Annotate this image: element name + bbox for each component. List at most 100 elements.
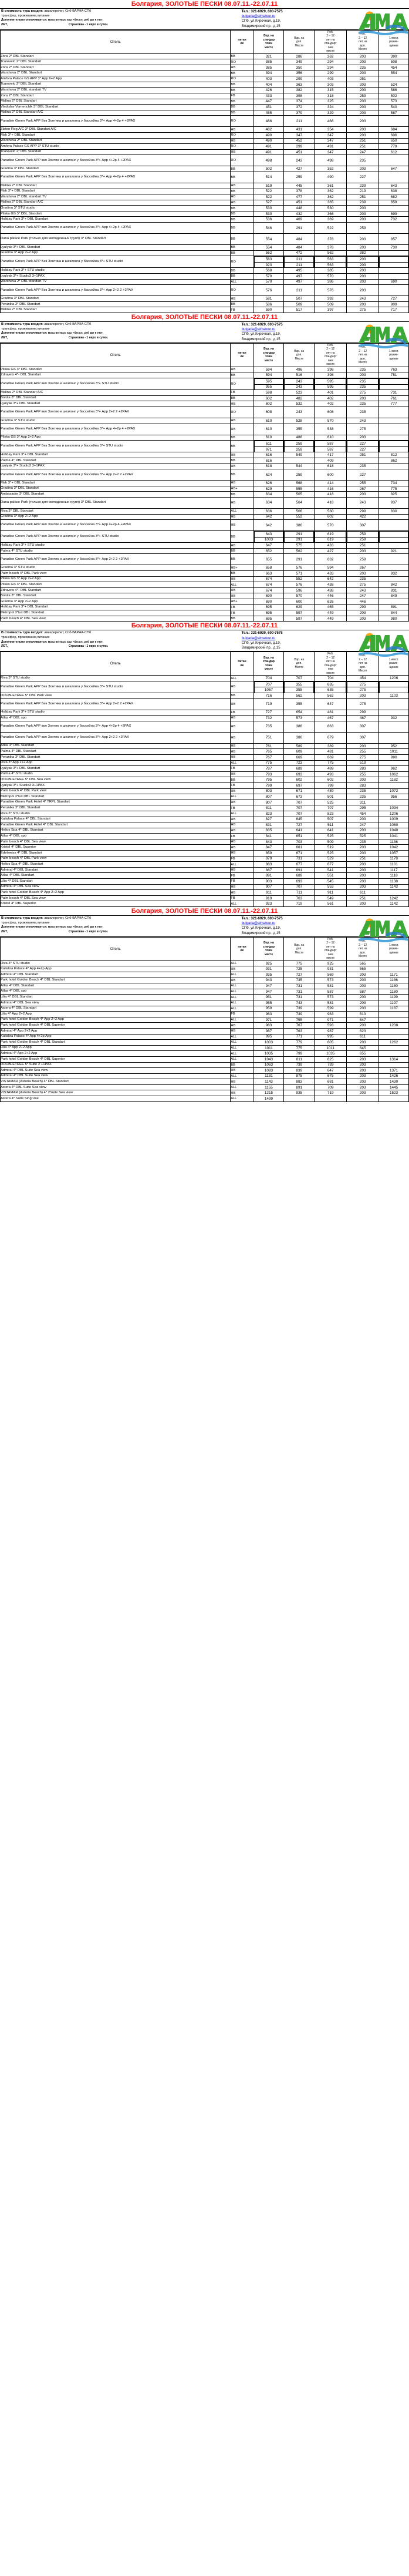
- table-row[interactable]: Paradise Green Park APP Без Зонтика и ше…: [0, 256, 409, 268]
- table-row[interactable]: Holiday Park 3*+ STU studio FB 727 654 481 29…: [0, 709, 409, 716]
- table-row[interactable]: Holiday Park 3*+ DBL Standart HB 616 549 417…: [0, 452, 409, 458]
- table-row[interactable]: Paradise Green Park APP Без Зонтика и ше…: [0, 423, 409, 435]
- table-row[interactable]: Malina 2* DBL Standart A/C FB 598 523 401 275…: [0, 389, 409, 396]
- table-row[interactable]: Gradina 3* App 2+2 App BB 562 472 562 382: [0, 250, 409, 257]
- table-row[interactable]: Amfora Palace GS APP 3* App 6+2 App RO 403…: [0, 76, 409, 82]
- table-row[interactable]: Paradise Green Park APP Без Зонтика и ше…: [0, 680, 409, 694]
- table-row[interactable]: Mak 3*+ DBL Standart BB 522 378 362 219 638: [0, 188, 409, 195]
- table-row[interactable]: Kaliakra Palace 4* App 4+2p App HB 931 725 9…: [0, 966, 409, 972]
- table-row[interactable]: Paradise Green Park APP вкл Зонтик и шез…: [0, 377, 409, 391]
- table-row[interactable]: Park hotel Golden Beach 4* DBL Superior H…: [0, 1022, 409, 1029]
- table-row[interactable]: Atlas 4* DBL Standart HB 761 589 389 203 952: [0, 743, 409, 750]
- table-row[interactable]: Pliska GS 3* DBL Standart ALL 674 576 438 275…: [0, 582, 409, 588]
- table-row[interactable]: Zora 2* DBL Standart HB 385 350 294 235 454: [0, 65, 409, 71]
- table-row[interactable]: Bonita 3* DBL Standart BB 602 482 402 203 761: [0, 395, 409, 402]
- table-row[interactable]: Admiral 4* App 2+2 App ALL 1035 799 1035 655: [0, 1050, 409, 1057]
- email-link[interactable]: bulgaria@almatour.ru: [241, 328, 276, 332]
- table-row[interactable]: Malina 2* DBL Standart FB 590 517 397 275 717: [0, 307, 409, 313]
- table-row[interactable]: Astera 4* Suite Sing Use ALL 1499: [0, 1096, 409, 1102]
- table-row[interactable]: Paradise Green Park APP Без Зонтика и ше…: [0, 115, 409, 127]
- table-row[interactable]: Kristel 4* DBL Superior ALL 923 719 561 203 11…: [0, 901, 409, 907]
- table-row[interactable]: Gradina 3* App 2+2 App HB 642 552 602 422: [0, 513, 409, 520]
- table-row[interactable]: Lilia 4* DBL Standart FB 903 693 545 203 1138: [0, 878, 409, 885]
- table-row[interactable]: Palm beach 4* DBL Sea view HB 843 703 509 235…: [0, 838, 409, 845]
- table-row[interactable]: Admiral 4* DBL Sea view HB 907 707 553 203 114…: [0, 884, 409, 891]
- email-link[interactable]: bulgaria@almatour.ru: [241, 922, 276, 926]
- table-row[interactable]: DOUBLETREE 5* DBL Park view BB 716 562 562 20…: [0, 693, 409, 699]
- table-row[interactable]: Park hotel Golden Beach 4* App 2+2 App HB…: [0, 889, 409, 896]
- table-row[interactable]: Park hotel Golden Beach 4* DBL Standart A…: [0, 1039, 409, 1046]
- table-row[interactable]: Tcarevetc 2* DBL Standart HB 491 451 347 247 6…: [0, 149, 409, 156]
- table-row[interactable]: Riva 3* DBL Standart ALL 636 506 530 299 830: [0, 508, 409, 515]
- table-row[interactable]: Gradina 3* DBL Standart HB+ 629 555 416 267 77…: [0, 485, 409, 492]
- table-row[interactable]: Ambasador 3* DBL Standart BB 634 505 418 203 8…: [0, 491, 409, 498]
- table-row[interactable]: Palma 4* STU studio HB 793 693 493 255 1062: [0, 771, 409, 778]
- table-row[interactable]: Pliska GS 3* DBL Standart BB 530 432 366 203 6…: [0, 210, 409, 217]
- table-row[interactable]: Admiral 4* DBL Sea view ALL 955 743 581 203 11…: [0, 999, 409, 1006]
- table-row[interactable]: DOUBLETREE 5* Suite 2 +1PAX BB 1063 739 739 2…: [0, 1062, 409, 1069]
- table-row[interactable]: Admiral 4* DBL Suite Sea view ALL 1131 875 6…: [0, 1073, 409, 1080]
- table-row[interactable]: VISTAMAR (Astoria Beach) 4* DBL Standart…: [0, 1079, 409, 1085]
- table-row[interactable]: Pliska GS 3* DBL Standart HB 594 496 398 235 7…: [0, 366, 409, 373]
- table-row[interactable]: Paradise Green Park APP вкл Зонтик и шез…: [0, 731, 409, 744]
- table-row[interactable]: Metropol 3*lux DBL Standart ALL 807 673 501 2…: [0, 794, 409, 800]
- table-row[interactable]: Gradina 3* STU studio HB 610 528 570 243: [0, 417, 409, 424]
- table-row[interactable]: Lyulyak 3*+ DBL Standart HB 602 532 402 235 77…: [0, 401, 409, 407]
- table-row[interactable]: Palm beach 4* DBL Park view FB 879 731 529 25…: [0, 855, 409, 862]
- table-row[interactable]: Atlas 4* DBL Standart FB 891 689 551 203 1118: [0, 872, 409, 879]
- table-row[interactable]: Gradina 3* STU studio BB 530 448 530 203: [0, 205, 409, 211]
- table-row[interactable]: Astera 4* DBL Standart ALL 959 739 599 203 118…: [0, 1005, 409, 1012]
- table-row[interactable]: Perunika 3* DBL Standart HB 767 669 669 275 99…: [0, 754, 409, 761]
- table-row[interactable]: Warshava 2* DBL Standart BB 394 356 299 203 55…: [0, 70, 409, 77]
- table-row[interactable]: Lyulyak 3*+ Studio3 3+1PAX HB 618 544 618 235: [0, 463, 409, 470]
- table-row[interactable]: Lilia 4* App 2+2 App FB 963 739 963 613: [0, 1011, 409, 1017]
- table-row[interactable]: Malina 2* DBL Standart BB 447 374 325 203 573: [0, 98, 409, 105]
- table-row[interactable]: Paradise Green Park APP Без Зонтика и ше…: [0, 698, 409, 710]
- table-row[interactable]: Park hotel Golden Beach 4* DBL Superior A…: [0, 1056, 409, 1063]
- table-row[interactable]: Riva 3* STU studio ALL 704 707 704 454 1206: [0, 675, 409, 681]
- table-row[interactable]: Holiday Park 3*+ STU studio BB 568 495 385 20…: [0, 267, 409, 274]
- table-row[interactable]: Gradina 3* DBL Standart BB 502 427 352 203 647: [0, 166, 409, 172]
- table-row[interactable]: Atlas 4* DBL Standart ALL 947 731 581 203 1180: [0, 983, 409, 989]
- table-row[interactable]: Tcarevetc 2* DBL Standart RO 385 349 294 203 5…: [0, 59, 409, 65]
- table-row[interactable]: Paradise Green Park APP вкл Зонтик и шез…: [0, 530, 409, 543]
- table-row[interactable]: Holiday Park 3*+ STU studio HB 647 575 433 25…: [0, 542, 409, 549]
- table-row[interactable]: Helios Spa 4* DBL Standart ALL 883 677 677 20…: [0, 861, 409, 868]
- email-link[interactable]: bulgaria@almatour.ru: [241, 636, 276, 640]
- table-row[interactable]: Paradise Green Park APP вкл Зонтик и шез…: [0, 406, 409, 418]
- table-row[interactable]: Paradise Green Park APP Без Зонтика и ше…: [0, 469, 409, 481]
- table-row[interactable]: Warshava 2* DBL Standart HB 490 452 347 251 65…: [0, 137, 409, 145]
- table-row[interactable]: Mak 3*+ DBL Standart RO 490 347 347 203 606: [0, 132, 409, 139]
- table-row[interactable]: Malina 2* DBL Standart A/C BB 455 379 329 203…: [0, 109, 409, 116]
- table-row[interactable]: Paradise Green Park APP вкл Зонтик и шез…: [0, 519, 409, 532]
- table-row[interactable]: Kristel 4* DBL Superior HB 847 661 519 203 104…: [0, 844, 409, 851]
- table-row[interactable]: Perunika 3* DBL Standart FB 811 707 707 295 10…: [0, 805, 409, 811]
- table-row[interactable]: VISTAMAR (Astoria Beach) 4* 2Suite Sea v…: [0, 1090, 409, 1097]
- table-row[interactable]: Admiral 4* App 2+2 App HB 987 763 987 623: [0, 1027, 409, 1035]
- table-row[interactable]: Gradina 3* STU studio HB+ 658 576 594 267: [0, 565, 409, 572]
- table-row[interactable]: Atlas 4* DBL spo ALL 947 731 587 587 1180: [0, 988, 409, 995]
- table-row[interactable]: Pliska GS 3* App 2+2 App HB 674 552 642 235: [0, 576, 409, 583]
- table-row[interactable]: Palma 4* DBL Standart HB 765 609 481 255 1011: [0, 748, 409, 755]
- table-row[interactable]: Warshava 2* DBL standart TV HB 522 477 362 25…: [0, 194, 409, 200]
- table-row[interactable]: Gradina 3* App 2+2 App HB+ 690 600 626 446: [0, 599, 409, 605]
- table-row[interactable]: Riva 3* STU studio ALL 823 707 823 454 1206: [0, 810, 409, 817]
- table-row[interactable]: Bonita 3* DBL Standart HB 690 570 446 247 849: [0, 593, 409, 600]
- table-row[interactable]: Dana palace Park (только для молодежных …: [0, 496, 409, 509]
- table-row[interactable]: Kaliakra Palace 4* DBL Standart HB 827 645 5…: [0, 816, 409, 823]
- table-row[interactable]: Dana palace Park (только для молодежных …: [0, 233, 409, 246]
- table-row[interactable]: Edelweiss 4* DBL Standart HB 859 671 525 203 1…: [0, 850, 409, 857]
- table-row[interactable]: Paradise Green Park Hotel 4* TRPL Standa…: [0, 799, 409, 806]
- table-row[interactable]: Park hotel Golden Beach 4* DBL Standart H…: [0, 977, 409, 984]
- table-row[interactable]: Malina 2* DBL Standart HB 519 445 361 239 643: [0, 182, 409, 189]
- table-row[interactable]: Palm beach 4* DBL Sea view BB 695 597 449 203…: [0, 615, 409, 622]
- table-row[interactable]: Lilia 4* DBL Standart ALL 951 731 573 203 1199: [0, 994, 409, 1000]
- table-row[interactable]: Atlas 4* DBL spo FB 841 651 525 525 1041: [0, 833, 409, 839]
- table-row[interactable]: Paradise Green Park APP вкл Зонтик и шез…: [0, 155, 409, 167]
- table-row[interactable]: Admiral 4* DBL Standart ALL 935 727 569 203 11…: [0, 972, 409, 978]
- table-row[interactable]: Paradise Green Park Hotel 4* DBL Standar…: [0, 822, 409, 828]
- table-row[interactable]: Warshava 2* DBL standart TV ALL 570 497 386 2…: [0, 278, 409, 286]
- table-row[interactable]: Tcarevetc 2* DBL Standart BB 404 363 303 203 5…: [0, 81, 409, 88]
- table-row[interactable]: Lyulyak 3*+ DBL Standart BB 554 484 378 203 73…: [0, 244, 409, 251]
- table-row[interactable]: Holiday Park 3*+ DBL Standart BB 536 469 369…: [0, 216, 409, 223]
